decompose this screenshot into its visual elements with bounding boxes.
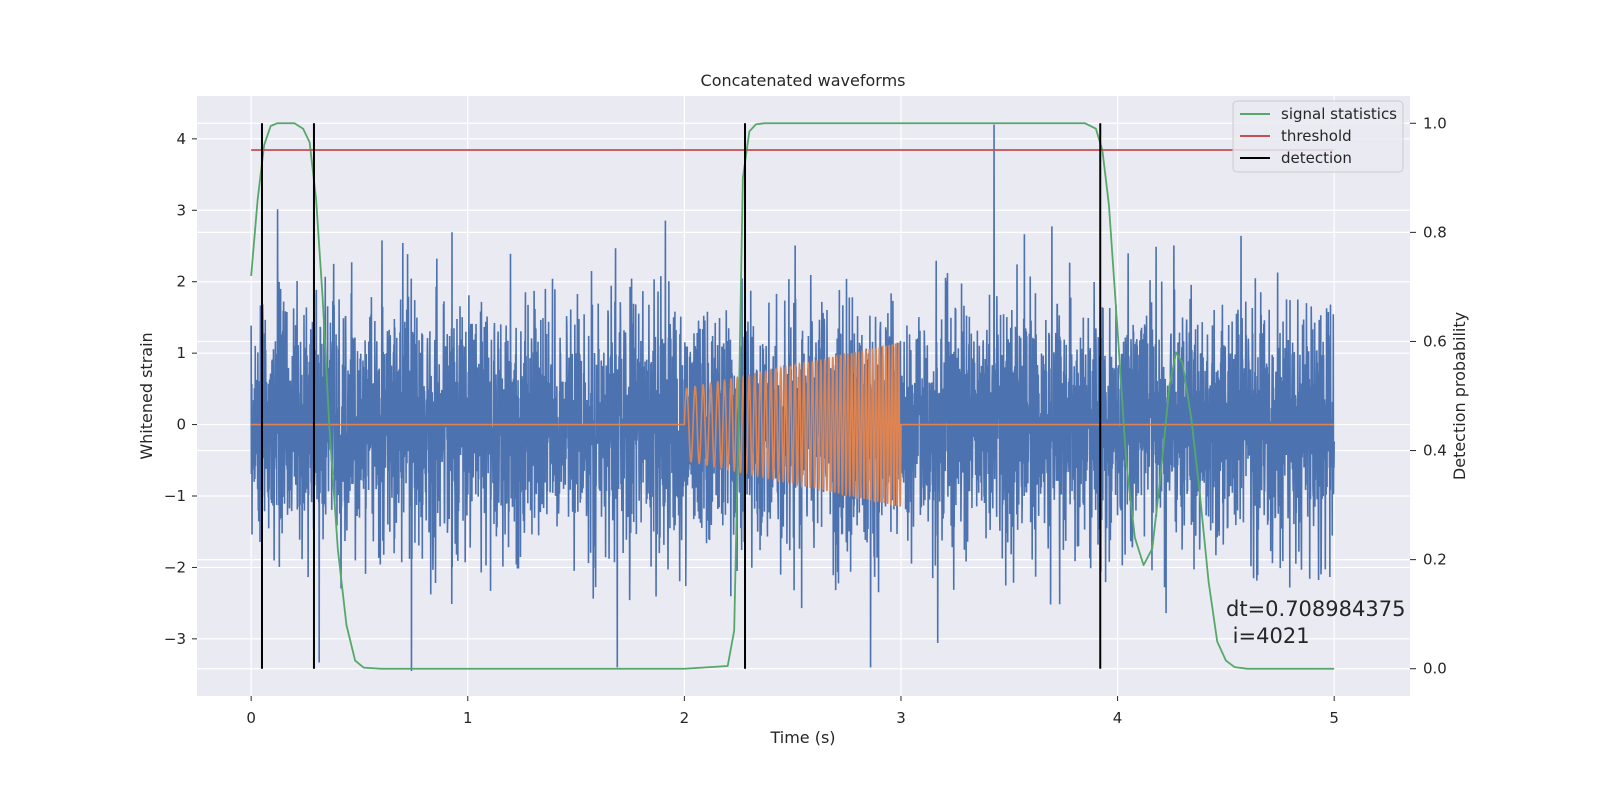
y-tick-label-left: 0 [176,416,186,434]
y-tick-label-right: 1.0 [1423,114,1447,132]
chart-title: Concatenated waveforms [701,71,906,90]
y-tick-label-right: 0.6 [1423,332,1447,350]
y-tick-label-left: −1 [164,487,186,505]
legend-label-threshold: threshold [1281,127,1352,145]
annotation-line-2: i=4021 [1226,624,1310,648]
series-line-injected-signal [251,342,1335,507]
x-tick-label: 0 [246,709,256,727]
y-tick-label-right: 0.0 [1423,660,1447,678]
y-tick-label-right: 0.8 [1423,223,1447,241]
annotation-line-1: dt=0.708984375 [1226,597,1405,621]
legend: signal statistics threshold detection [1232,100,1404,173]
data-layer [250,122,1335,672]
x-axis-label: Time (s) [769,728,835,747]
tick-layer: 0 1 2 3 4 5 −3 −2 −1 0 1 2 3 4 0.0 0.2 0.4 0.6 0.8 1.0 [164,114,1447,727]
y-tick-label-right: 0.2 [1423,551,1447,569]
y-tick-label-left: −3 [164,630,186,648]
x-tick-label: 2 [680,709,690,727]
series-line-whitened-strain [250,124,1335,672]
x-tick-label: 1 [463,709,473,727]
y-axis-label-left: Whitened strain [137,332,156,459]
y-tick-label-left: 3 [176,201,186,219]
legend-label-signal-statistics: signal statistics [1281,105,1397,123]
y-axis-label-right: Detection probability [1450,312,1469,480]
legend-label-detection: detection [1281,149,1352,167]
x-tick-label: 5 [1329,709,1339,727]
x-tick-label: 3 [896,709,906,727]
y-tick-label-left: 4 [176,130,186,148]
annotation: dt=0.708984375 i=4021 [1226,597,1405,648]
series-line-signal-statistics [250,122,1335,670]
y-tick-label-left: 1 [176,344,186,362]
y-tick-label-left: −2 [164,558,186,576]
y-tick-label-left: 2 [176,273,186,291]
y-tick-label-right: 0.4 [1423,442,1447,460]
x-tick-label: 4 [1113,709,1123,727]
legend-frame [1232,100,1404,173]
